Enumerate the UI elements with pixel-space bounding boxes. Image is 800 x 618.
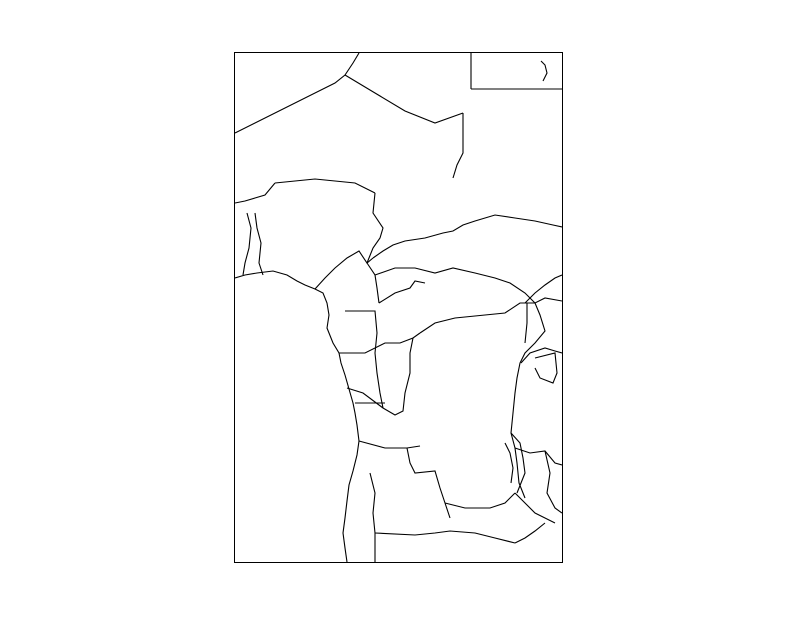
border — [369, 472, 376, 562]
border — [510, 302, 546, 499]
country-borders — [235, 53, 562, 562]
border — [419, 297, 562, 334]
border — [374, 352, 384, 409]
border — [314, 250, 374, 290]
border — [372, 214, 562, 259]
border — [344, 74, 464, 124]
border — [374, 267, 536, 304]
border — [540, 60, 548, 82]
border — [366, 262, 380, 304]
border — [544, 450, 562, 514]
border — [524, 274, 562, 304]
border — [452, 113, 464, 179]
border — [242, 212, 252, 276]
border — [514, 447, 562, 466]
border — [366, 192, 384, 264]
border — [235, 182, 276, 204]
border — [346, 337, 414, 416]
border — [339, 332, 421, 354]
border — [444, 492, 516, 509]
coastline — [235, 270, 360, 562]
border — [378, 280, 426, 304]
border — [345, 310, 378, 354]
border — [235, 53, 360, 134]
border — [504, 442, 514, 484]
map-plot-area — [235, 53, 562, 562]
border — [514, 522, 546, 544]
border — [406, 447, 451, 519]
border — [534, 352, 558, 384]
border — [254, 212, 264, 276]
border — [520, 347, 562, 364]
border — [514, 492, 556, 524]
border — [274, 178, 376, 194]
border — [510, 432, 526, 494]
border — [358, 440, 421, 449]
border — [374, 530, 516, 544]
border — [524, 303, 528, 344]
vertical-velocity-field — [235, 53, 562, 562]
